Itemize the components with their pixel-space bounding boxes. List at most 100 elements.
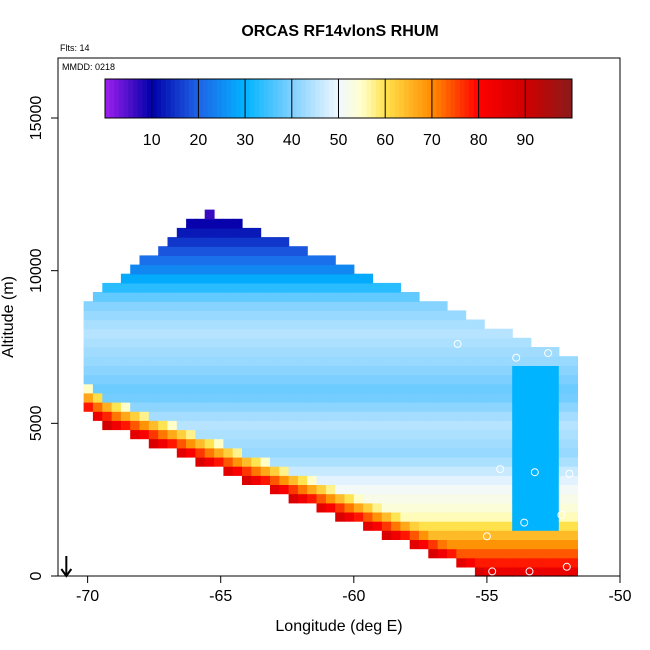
heatmap-cell <box>568 438 578 449</box>
heatmap-cell <box>465 420 476 431</box>
heatmap-cell <box>493 475 504 485</box>
heatmap-cell <box>186 292 196 302</box>
heatmap-cell <box>297 420 308 431</box>
heatmap-cell <box>214 273 224 284</box>
heatmap-cell <box>437 521 448 531</box>
heatmap-cell <box>297 484 308 495</box>
heatmap-cell <box>419 447 429 458</box>
heatmap-cell <box>148 264 159 275</box>
heatmap-cell <box>568 530 578 540</box>
heatmap-cell <box>242 337 252 348</box>
heatmap-cell <box>102 383 113 394</box>
heatmap-cell <box>474 411 485 421</box>
heatmap-cell <box>251 466 262 476</box>
heatmap-cell <box>456 466 467 476</box>
colorbar-swatch <box>277 79 283 118</box>
heatmap-cell <box>195 301 206 311</box>
heatmap-cell <box>288 301 299 311</box>
heatmap-cell <box>409 374 420 385</box>
heatmap-cell <box>335 484 346 495</box>
heatmap-cell <box>558 502 569 513</box>
heatmap-cell <box>493 420 504 431</box>
heatmap-cell <box>130 402 141 412</box>
heatmap-cell <box>120 328 131 339</box>
heatmap-cell <box>437 356 448 366</box>
heatmap-cell <box>158 347 169 357</box>
heatmap-cell <box>307 402 318 412</box>
heatmap-cell <box>447 420 457 431</box>
y-tick-label: 10000 <box>28 248 45 293</box>
heatmap-cell <box>214 411 224 421</box>
heatmap-cell <box>316 429 327 440</box>
heatmap-cell <box>335 356 346 366</box>
heatmap-cell <box>148 402 159 412</box>
heatmap-cell <box>148 282 159 293</box>
heatmap-cell <box>148 365 159 376</box>
heatmap-cell <box>223 292 234 302</box>
heatmap-cell <box>316 438 327 449</box>
heatmap-cell <box>437 328 448 339</box>
heatmap-cell <box>251 310 262 321</box>
heatmap-cell <box>260 456 271 467</box>
heatmap-cell <box>465 337 476 348</box>
heatmap-cell <box>428 402 439 412</box>
heatmap-cell <box>167 374 178 385</box>
heatmap-cell <box>270 347 280 357</box>
colorbar-swatch <box>403 79 409 118</box>
heatmap-cell <box>260 282 271 293</box>
heatmap-cell <box>558 447 569 458</box>
heatmap-cell <box>195 420 206 431</box>
heatmap-cell <box>186 218 196 229</box>
heatmap-cell <box>307 392 318 403</box>
heatmap-cell <box>400 530 411 540</box>
heatmap-cell <box>540 420 550 431</box>
heatmap-cell <box>335 337 346 348</box>
heatmap-cell <box>270 273 280 284</box>
heatmap-cell <box>447 411 457 421</box>
heatmap-cell <box>102 365 113 376</box>
heatmap-cell <box>307 411 318 421</box>
heatmap-cell <box>270 282 280 293</box>
heatmap-cell <box>474 438 485 449</box>
heatmap-cell <box>279 456 290 467</box>
heatmap-cell <box>204 237 215 247</box>
heatmap-cell <box>176 420 187 431</box>
heatmap-cell <box>409 530 420 540</box>
heatmap-cell <box>344 273 355 284</box>
heatmap-cell <box>270 447 280 458</box>
heatmap-cell <box>148 337 159 348</box>
heatmap-cell <box>325 429 336 440</box>
heatmap-cell <box>260 246 271 256</box>
heatmap-cell <box>307 456 318 467</box>
heatmap-cell <box>502 548 513 559</box>
heatmap-cell <box>279 402 290 412</box>
heatmap-cell <box>474 365 485 376</box>
heatmap-cell <box>484 456 495 467</box>
heatmap-cell <box>437 301 448 311</box>
heatmap-cell <box>251 356 262 366</box>
heatmap-cell <box>530 466 541 476</box>
heatmap-cell <box>335 420 346 431</box>
heatmap-cell <box>400 337 411 348</box>
heatmap-cell <box>139 273 150 284</box>
heatmap-cell <box>456 429 467 440</box>
heatmap-cell <box>158 282 169 293</box>
heatmap-cell <box>288 365 299 376</box>
x-tick-label: -65 <box>209 588 232 605</box>
heatmap-cell <box>288 282 299 293</box>
colorbar-swatch <box>315 79 321 118</box>
heatmap-cell <box>456 447 467 458</box>
heatmap-cell <box>204 310 215 321</box>
y-tick-label: 15000 <box>28 96 45 141</box>
heatmap-cell <box>297 337 308 348</box>
heatmap-cell <box>120 392 131 403</box>
heatmap-cell <box>381 466 392 476</box>
heatmap-cell <box>270 356 280 366</box>
colorbar-swatch <box>338 79 344 118</box>
heatmap-cell <box>456 392 467 403</box>
heatmap-cell <box>344 475 355 485</box>
heatmap-cell <box>251 392 262 403</box>
heatmap-cell <box>232 374 243 385</box>
heatmap-cell <box>92 365 103 376</box>
heatmap-cell <box>344 447 355 458</box>
